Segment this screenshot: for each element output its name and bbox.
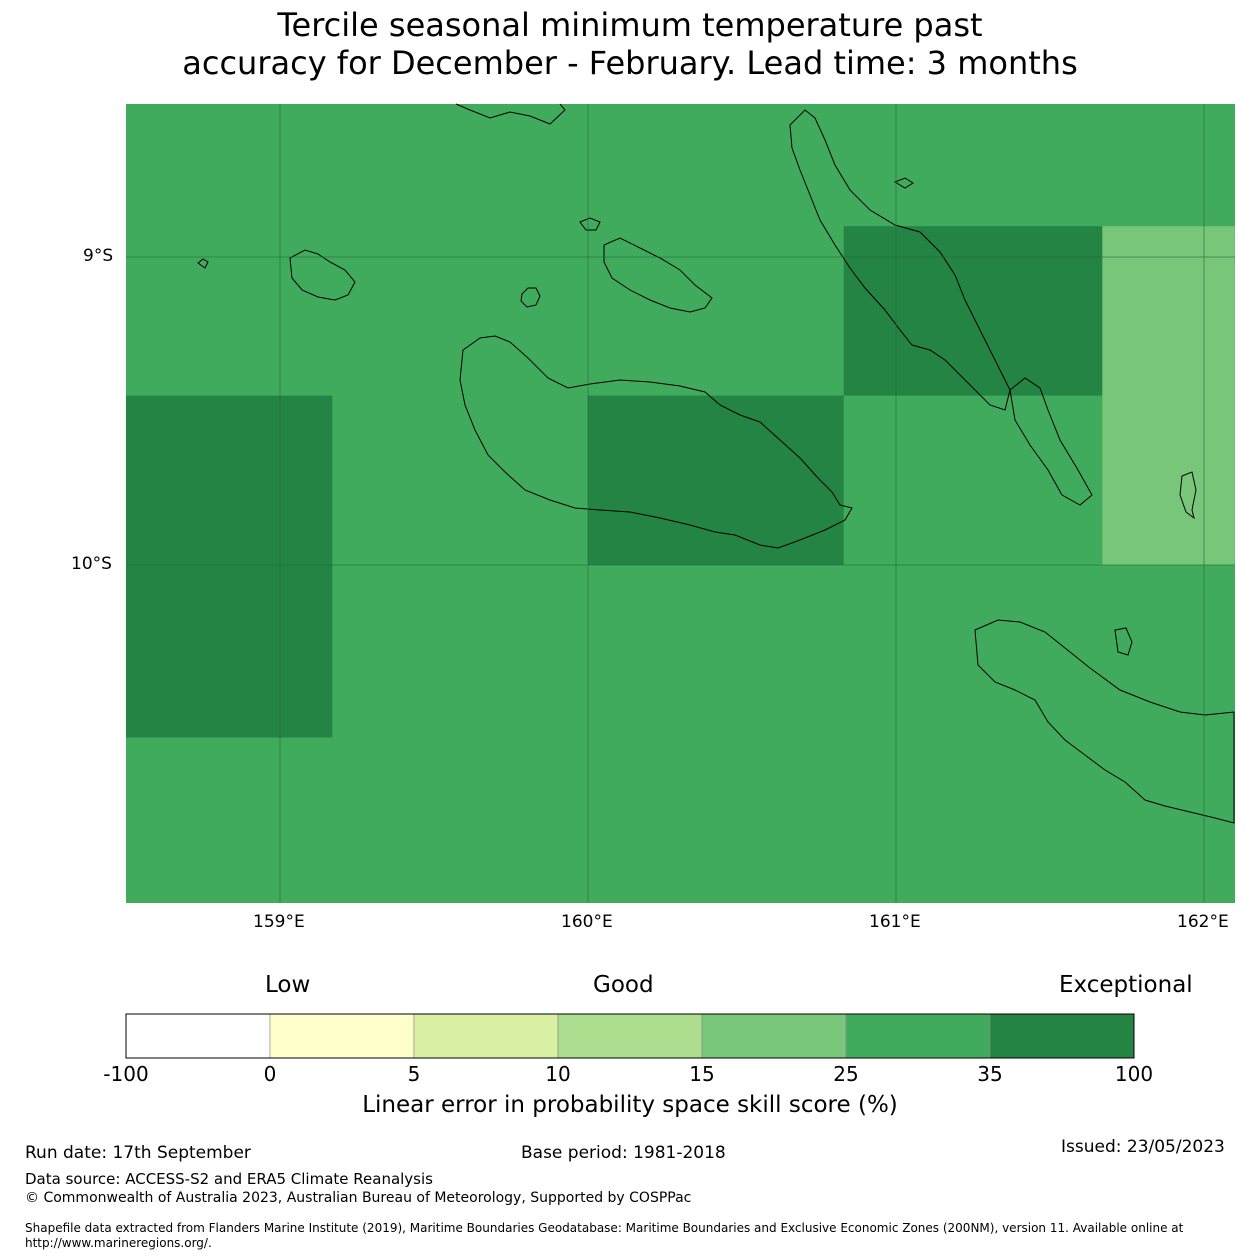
lat-tick-10s: 10°S	[71, 554, 112, 574]
shapefile-credit-line-1: Shapefile data extracted from Flanders M…	[25, 1221, 1184, 1235]
lon-tick-161e: 161°E	[869, 912, 921, 932]
shapefile-credit: Shapefile data extracted from Flanders M…	[25, 1221, 1245, 1251]
coastline-santa-isabel	[789, 109, 1011, 411]
colorbar-bin-3	[413, 1013, 559, 1059]
copyright: © Commonwealth of Australia 2023, Austra…	[25, 1190, 692, 1206]
coastline-islet-north	[893, 177, 914, 189]
colorbar-bin-7	[989, 1013, 1135, 1059]
lon-tick-160e: 160°E	[561, 912, 613, 932]
colorbar-tick-7: 35	[977, 1062, 1003, 1086]
coastline-nggela	[603, 237, 713, 313]
skill-cell-3	[843, 226, 1103, 396]
issued-date: Issued: 23/05/2023	[1061, 1137, 1225, 1157]
run-date: Run date: 17th September	[25, 1143, 251, 1163]
colorbar-bin-5	[701, 1013, 847, 1059]
colorbar	[125, 1013, 1135, 1059]
colorbar-tick-1: -100	[103, 1062, 149, 1086]
skill-cell-1	[126, 395, 333, 738]
colorbar-tick-8: 100	[1114, 1062, 1154, 1086]
colorbar-bin-4	[557, 1013, 703, 1059]
colorbar-bin-1	[125, 1013, 271, 1059]
chart-title: Tercile seasonal minimum temperature pas…	[0, 6, 1260, 82]
base-period: Base period: 1981-2018	[521, 1143, 726, 1163]
gridlines	[126, 104, 1235, 903]
lon-tick-159e: 159°E	[253, 912, 305, 932]
coastline-islet-east	[1114, 627, 1133, 656]
coastline-north-fragment	[455, 103, 566, 125]
colorbar-tick-3: 5	[407, 1062, 421, 1086]
coastline-islet-west	[197, 258, 209, 269]
colorbar-bins	[125, 1013, 1135, 1059]
colorbar-frame	[125, 1013, 1135, 1059]
skill-map	[126, 103, 1235, 903]
colorbar-label: Linear error in probability space skill …	[362, 1092, 898, 1118]
legend-category-good: Good	[593, 972, 654, 998]
coastline-islet-ulawa	[1179, 471, 1197, 520]
shapefile-credit-line-2: http://www.marineregions.org/.	[25, 1236, 212, 1250]
colorbar-tick-5: 15	[689, 1062, 715, 1086]
lat-tick-9s: 9°S	[83, 246, 114, 266]
coastline-malaita-north	[1009, 377, 1093, 506]
legend-category-exceptional: Exceptional	[1059, 972, 1193, 998]
coastline-russell-islands	[289, 249, 356, 301]
coastlines	[197, 103, 1235, 824]
title-line-2: accuracy for December - February. Lead t…	[182, 44, 1078, 82]
skill-cell-4	[1102, 226, 1235, 565]
skill-cell-2	[588, 395, 844, 565]
skill-cells	[126, 226, 1235, 738]
colorbar-tick-6: 25	[833, 1062, 859, 1086]
legend-category-low: Low	[265, 972, 311, 998]
coastline-guadalcanal	[459, 335, 853, 549]
coastline-makira	[974, 619, 1235, 824]
colorbar-tick-4: 10	[545, 1062, 571, 1086]
coastline-savo-island	[520, 287, 541, 308]
colorbar-bin-2	[269, 1013, 415, 1059]
title-line-1: Tercile seasonal minimum temperature pas…	[277, 6, 983, 44]
colorbar-tick-2: 0	[263, 1062, 277, 1086]
lon-tick-162e: 162°E	[1177, 912, 1229, 932]
data-source: Data source: ACCESS-S2 and ERA5 Climate …	[25, 1170, 433, 1188]
colorbar-bin-6	[845, 1013, 991, 1059]
